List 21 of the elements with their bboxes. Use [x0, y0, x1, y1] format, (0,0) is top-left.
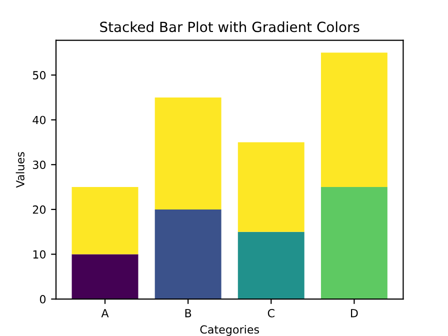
bar	[72, 187, 138, 254]
y-tick-label: 30	[32, 160, 46, 170]
bar	[238, 232, 304, 300]
bar	[320, 187, 388, 300]
y-tick-label: 0	[40, 295, 46, 304]
y-tick-label: 50	[32, 71, 46, 80]
bar	[320, 52, 388, 188]
x-axis-title: Categories	[200, 325, 259, 336]
chart-title: Stacked Bar Plot with Gradient Colors	[100, 21, 360, 32]
x-tick-label: D	[351, 309, 358, 318]
y-tick-label: 40	[32, 116, 46, 124]
bar	[238, 142, 304, 232]
bar	[72, 254, 138, 300]
bar	[154, 97, 222, 210]
x-tick-label: C	[268, 308, 274, 318]
y-tick-label: 10	[33, 250, 46, 259]
bar	[154, 209, 222, 300]
x-tick-label: B	[185, 309, 192, 318]
x-tick-label: A	[101, 309, 109, 318]
y-tick-label: 20	[32, 205, 46, 214]
y-axis-title: Values	[16, 152, 24, 188]
